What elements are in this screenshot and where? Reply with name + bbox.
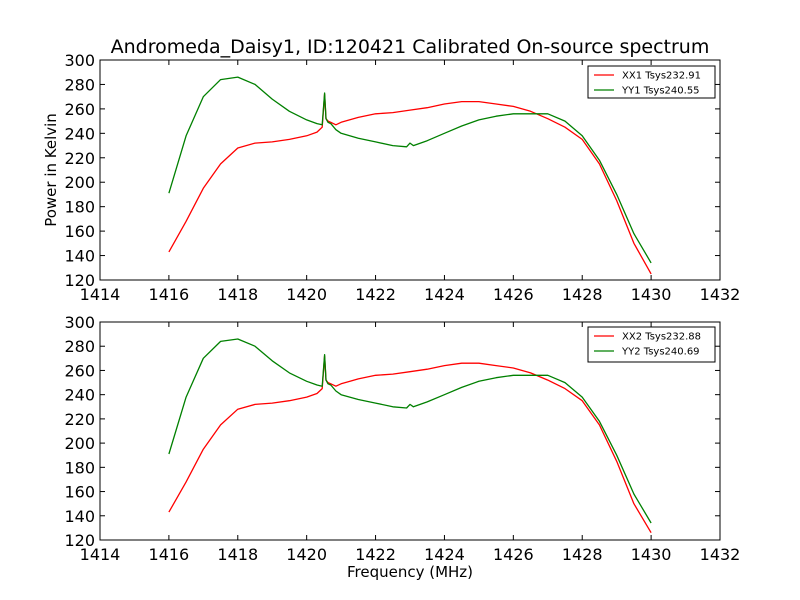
legend-box xyxy=(587,65,716,99)
x-tick-label: 1422 xyxy=(355,285,396,304)
y-axis-label: Power in Kelvin xyxy=(42,113,60,227)
y-tick-label: 260 xyxy=(64,100,95,119)
x-tick-label: 1426 xyxy=(493,285,534,304)
y-tick-label: 280 xyxy=(64,337,95,356)
y-tick-label: 140 xyxy=(64,507,95,526)
y-tick-label: 140 xyxy=(64,247,95,266)
x-axis-label: Frequency (MHz) xyxy=(347,563,473,581)
legend-box xyxy=(587,326,716,363)
x-tick-label: 1426 xyxy=(493,545,534,564)
y-tick-label: 180 xyxy=(64,458,95,477)
x-tick-label: 1418 xyxy=(217,545,258,564)
y-tick-label: 200 xyxy=(64,173,95,192)
y-tick-label: 260 xyxy=(64,361,95,380)
y-tick-label: 240 xyxy=(64,124,95,143)
x-tick-label: 1428 xyxy=(562,545,603,564)
x-tick-label: 1430 xyxy=(631,285,672,304)
y-tick-label: 220 xyxy=(64,410,95,429)
x-tick-label: 1418 xyxy=(217,285,258,304)
y-tick-label: 160 xyxy=(64,483,95,502)
chart-title: Andromeda_Daisy1, ID:120421 Calibrated O… xyxy=(111,36,710,58)
y-tick-label: 160 xyxy=(64,222,95,241)
panels-layer: 1414 1416 1418 1420 1422 1424 1426 1428 1430 1432… xyxy=(64,51,740,564)
legend-entry-label: XX1 Tsys232.91 xyxy=(622,71,701,82)
red-series-line-2 xyxy=(168,355,652,534)
y-tick-label: 240 xyxy=(64,386,95,405)
legend-1: XX1 Tsys232.91 YY1 Tsys240.55 xyxy=(587,65,716,99)
x-tick-label: 1416 xyxy=(149,545,190,564)
green-series-line-2 xyxy=(168,338,652,524)
x-tick-label: 1422 xyxy=(355,545,396,564)
x-tick-label: 1414 xyxy=(80,545,121,564)
y-tick-label: 180 xyxy=(64,198,95,217)
x-tick-label: 1432 xyxy=(700,545,741,564)
x-tick-label: 1414 xyxy=(80,285,121,304)
legend-entry-label: YY1 Tsys240.55 xyxy=(621,86,700,97)
x-tick-label: 1420 xyxy=(286,545,327,564)
y-tick-label: 200 xyxy=(64,434,95,453)
x-tick-label: 1424 xyxy=(424,285,465,304)
green-series-line-1 xyxy=(168,76,652,264)
x-tick-label: 1432 xyxy=(700,285,741,304)
y-tick-label: 120 xyxy=(64,531,95,550)
x-tick-label: 1416 xyxy=(149,285,190,304)
x-tick-label: 1428 xyxy=(562,285,603,304)
y-tick-label: 300 xyxy=(64,51,95,70)
y-tick-label: 220 xyxy=(64,149,95,168)
legend-entry-label: YY2 Tsys240.69 xyxy=(621,347,700,358)
x-tick-label: 1430 xyxy=(631,545,672,564)
x-tick-label: 1420 xyxy=(286,285,327,304)
chart-panel-2: 1414 1416 1418 1420 1422 1424 1426 1428 1430 1432… xyxy=(64,313,740,564)
y-tick-label: 120 xyxy=(64,271,95,290)
y-tick-label: 280 xyxy=(64,75,95,94)
red-series-line-1 xyxy=(168,93,652,275)
chart-panel-1: 1414 1416 1418 1420 1422 1424 1426 1428 1430 1432… xyxy=(64,51,740,304)
x-tick-label: 1424 xyxy=(424,545,465,564)
y-tick-label: 300 xyxy=(64,313,95,332)
legend-2: XX2 Tsys232.88 YY2 Tsys240.69 xyxy=(587,326,716,363)
legend-entry-label: XX2 Tsys232.88 xyxy=(622,332,701,343)
